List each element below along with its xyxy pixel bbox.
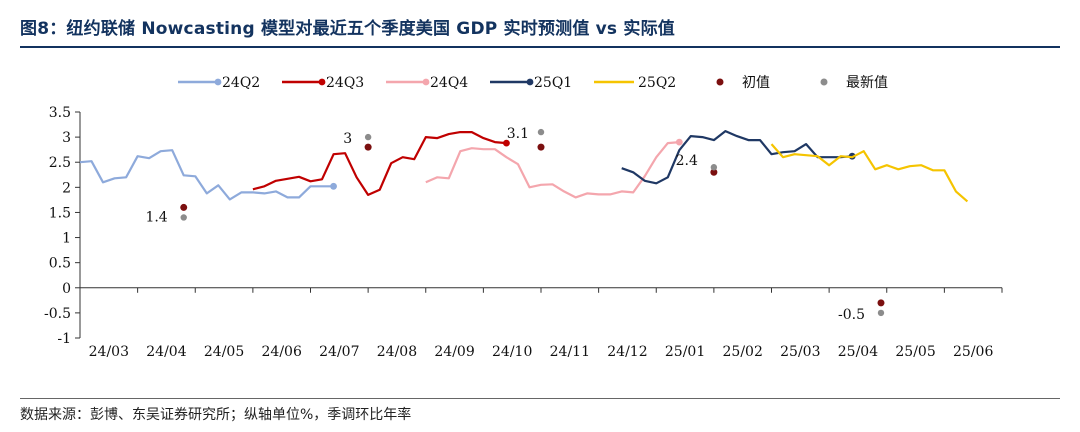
y-tick-label: -0.5 — [44, 306, 71, 322]
x-tick-label: 25/01 — [665, 344, 705, 360]
legend-marker-初值 — [716, 78, 724, 86]
latest-value-label-24Q4: 3.1 — [507, 126, 529, 142]
x-tick-label: 25/05 — [895, 344, 935, 360]
series-line-24Q4 — [425, 141, 680, 199]
x-tick-label: 24/07 — [319, 344, 359, 360]
x-tick-label: 24/06 — [262, 344, 302, 360]
series-end-point-24Q2 — [330, 182, 337, 190]
y-tick-label: 1 — [62, 231, 71, 247]
x-tick-label: 24/03 — [89, 344, 129, 360]
legend-marker-最新值 — [820, 78, 828, 86]
series-end-point-24Q4 — [675, 138, 683, 146]
initial-value-point-24Q3 — [364, 143, 372, 151]
latest-value-point-24Q4 — [537, 128, 545, 136]
y-tick-label: 0.5 — [49, 256, 71, 272]
legend-marker-24Q3 — [318, 78, 326, 86]
legend-label-25Q1: 25Q1 — [534, 75, 572, 91]
title-divider — [20, 46, 1060, 48]
legend-marker-24Q2 — [214, 78, 222, 86]
latest-value-label-24Q3: 3 — [343, 131, 352, 147]
y-tick-label: 3 — [62, 130, 71, 146]
x-tick-label: 24/04 — [146, 344, 186, 360]
legend-label-24Q3: 24Q3 — [326, 75, 364, 91]
x-tick-label: 24/05 — [204, 344, 244, 360]
y-tick-label: 0 — [62, 281, 71, 297]
series-line-24Q2 — [79, 149, 334, 201]
y-tick-label: -1 — [57, 331, 71, 347]
legend-label-24Q2: 24Q2 — [222, 75, 260, 91]
initial-value-point-24Q4 — [537, 143, 545, 151]
y-tick-label: 2 — [62, 180, 71, 196]
initial-value-point-25Q2 — [877, 299, 885, 307]
latest-value-point-24Q2 — [180, 214, 187, 221]
y-tick-label: 1.5 — [49, 205, 71, 221]
y-tick-label: 3.5 — [49, 105, 71, 121]
series-line-25Q2 — [770, 143, 969, 203]
x-tick-label: 24/12 — [607, 344, 647, 360]
latest-value-point-25Q1 — [710, 164, 718, 171]
legend-label-初值: 初值 — [742, 74, 770, 91]
series-end-point-24Q3 — [503, 139, 510, 147]
footer-divider — [20, 398, 1060, 399]
x-tick-label: 25/02 — [723, 344, 763, 360]
source-note: 数据来源：彭博、东吴证券研究所；纵轴单位%，季调环比年率 — [20, 407, 412, 423]
x-tick-label: 24/08 — [377, 344, 417, 360]
legend-label-25Q2: 25Q2 — [638, 75, 676, 91]
initial-value-point-24Q2 — [180, 203, 188, 211]
x-tick-label: 24/09 — [434, 344, 474, 360]
legend-label-24Q4: 24Q4 — [430, 75, 468, 91]
series-line-24Q3 — [252, 130, 507, 196]
latest-value-label-25Q1: 2.4 — [676, 153, 698, 169]
gdp-nowcast-chart: 24Q2 24Q3 24Q4 25Q1 25Q2 初值 最新值 3.5 3 2.5 2 1.5 1 0.5… — [44, 74, 1003, 360]
x-tick-label: 25/04 — [838, 344, 878, 360]
x-tick-label: 25/06 — [953, 344, 993, 360]
initial-value-point-25Q1 — [710, 168, 718, 176]
latest-value-label-24Q2: 1.4 — [145, 209, 167, 225]
series-line-25Q1 — [621, 129, 853, 185]
legend-label-最新值: 最新值 — [846, 75, 888, 91]
x-tick-label: 25/03 — [780, 344, 820, 360]
legend-marker-25Q1 — [526, 78, 534, 86]
latest-value-label-25Q2: -0.5 — [838, 307, 865, 323]
y-tick-label: 2.5 — [49, 155, 71, 171]
latest-value-point-24Q3 — [364, 133, 372, 141]
chart-title: 图8：纽约联储 Nowcasting 模型对最近五个季度美国 GDP 实时预测值… — [20, 18, 675, 39]
x-tick-label: 24/11 — [550, 344, 590, 360]
latest-value-point-25Q2 — [877, 309, 885, 317]
x-tick-label: 24/10 — [492, 344, 532, 360]
legend-marker-24Q4 — [422, 78, 430, 86]
